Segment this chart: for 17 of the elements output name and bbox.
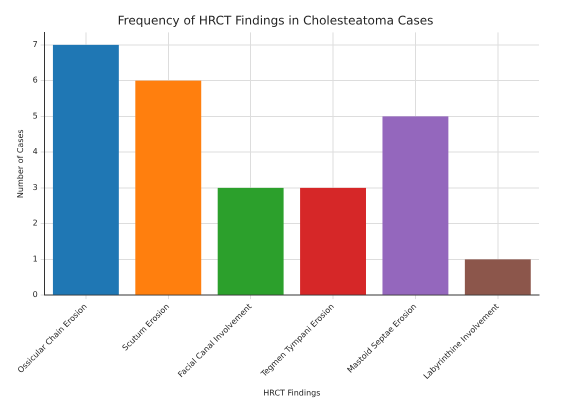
bar — [52, 44, 119, 295]
y-tick-label: 1 — [32, 254, 38, 264]
bar — [300, 188, 366, 295]
y-tick-label: 6 — [32, 76, 38, 85]
bar — [382, 116, 448, 295]
y-tick-label: 0 — [32, 290, 38, 300]
y-tick-label: 5 — [32, 111, 38, 120]
bar — [464, 259, 531, 295]
y-tick-label: 7 — [32, 40, 38, 49]
y-tick-label: 3 — [32, 182, 38, 192]
bar — [135, 80, 202, 295]
x-axis-title: HRCT Findings — [263, 388, 320, 398]
bar — [218, 188, 284, 295]
chart-title: Frequency of HRCT Findings in Cholesteatoma Cases — [118, 13, 434, 28]
y-axis-title: Number of Cases — [16, 129, 25, 198]
y-tick-label: 2 — [32, 218, 38, 228]
y-tick-label: 4 — [32, 147, 38, 156]
